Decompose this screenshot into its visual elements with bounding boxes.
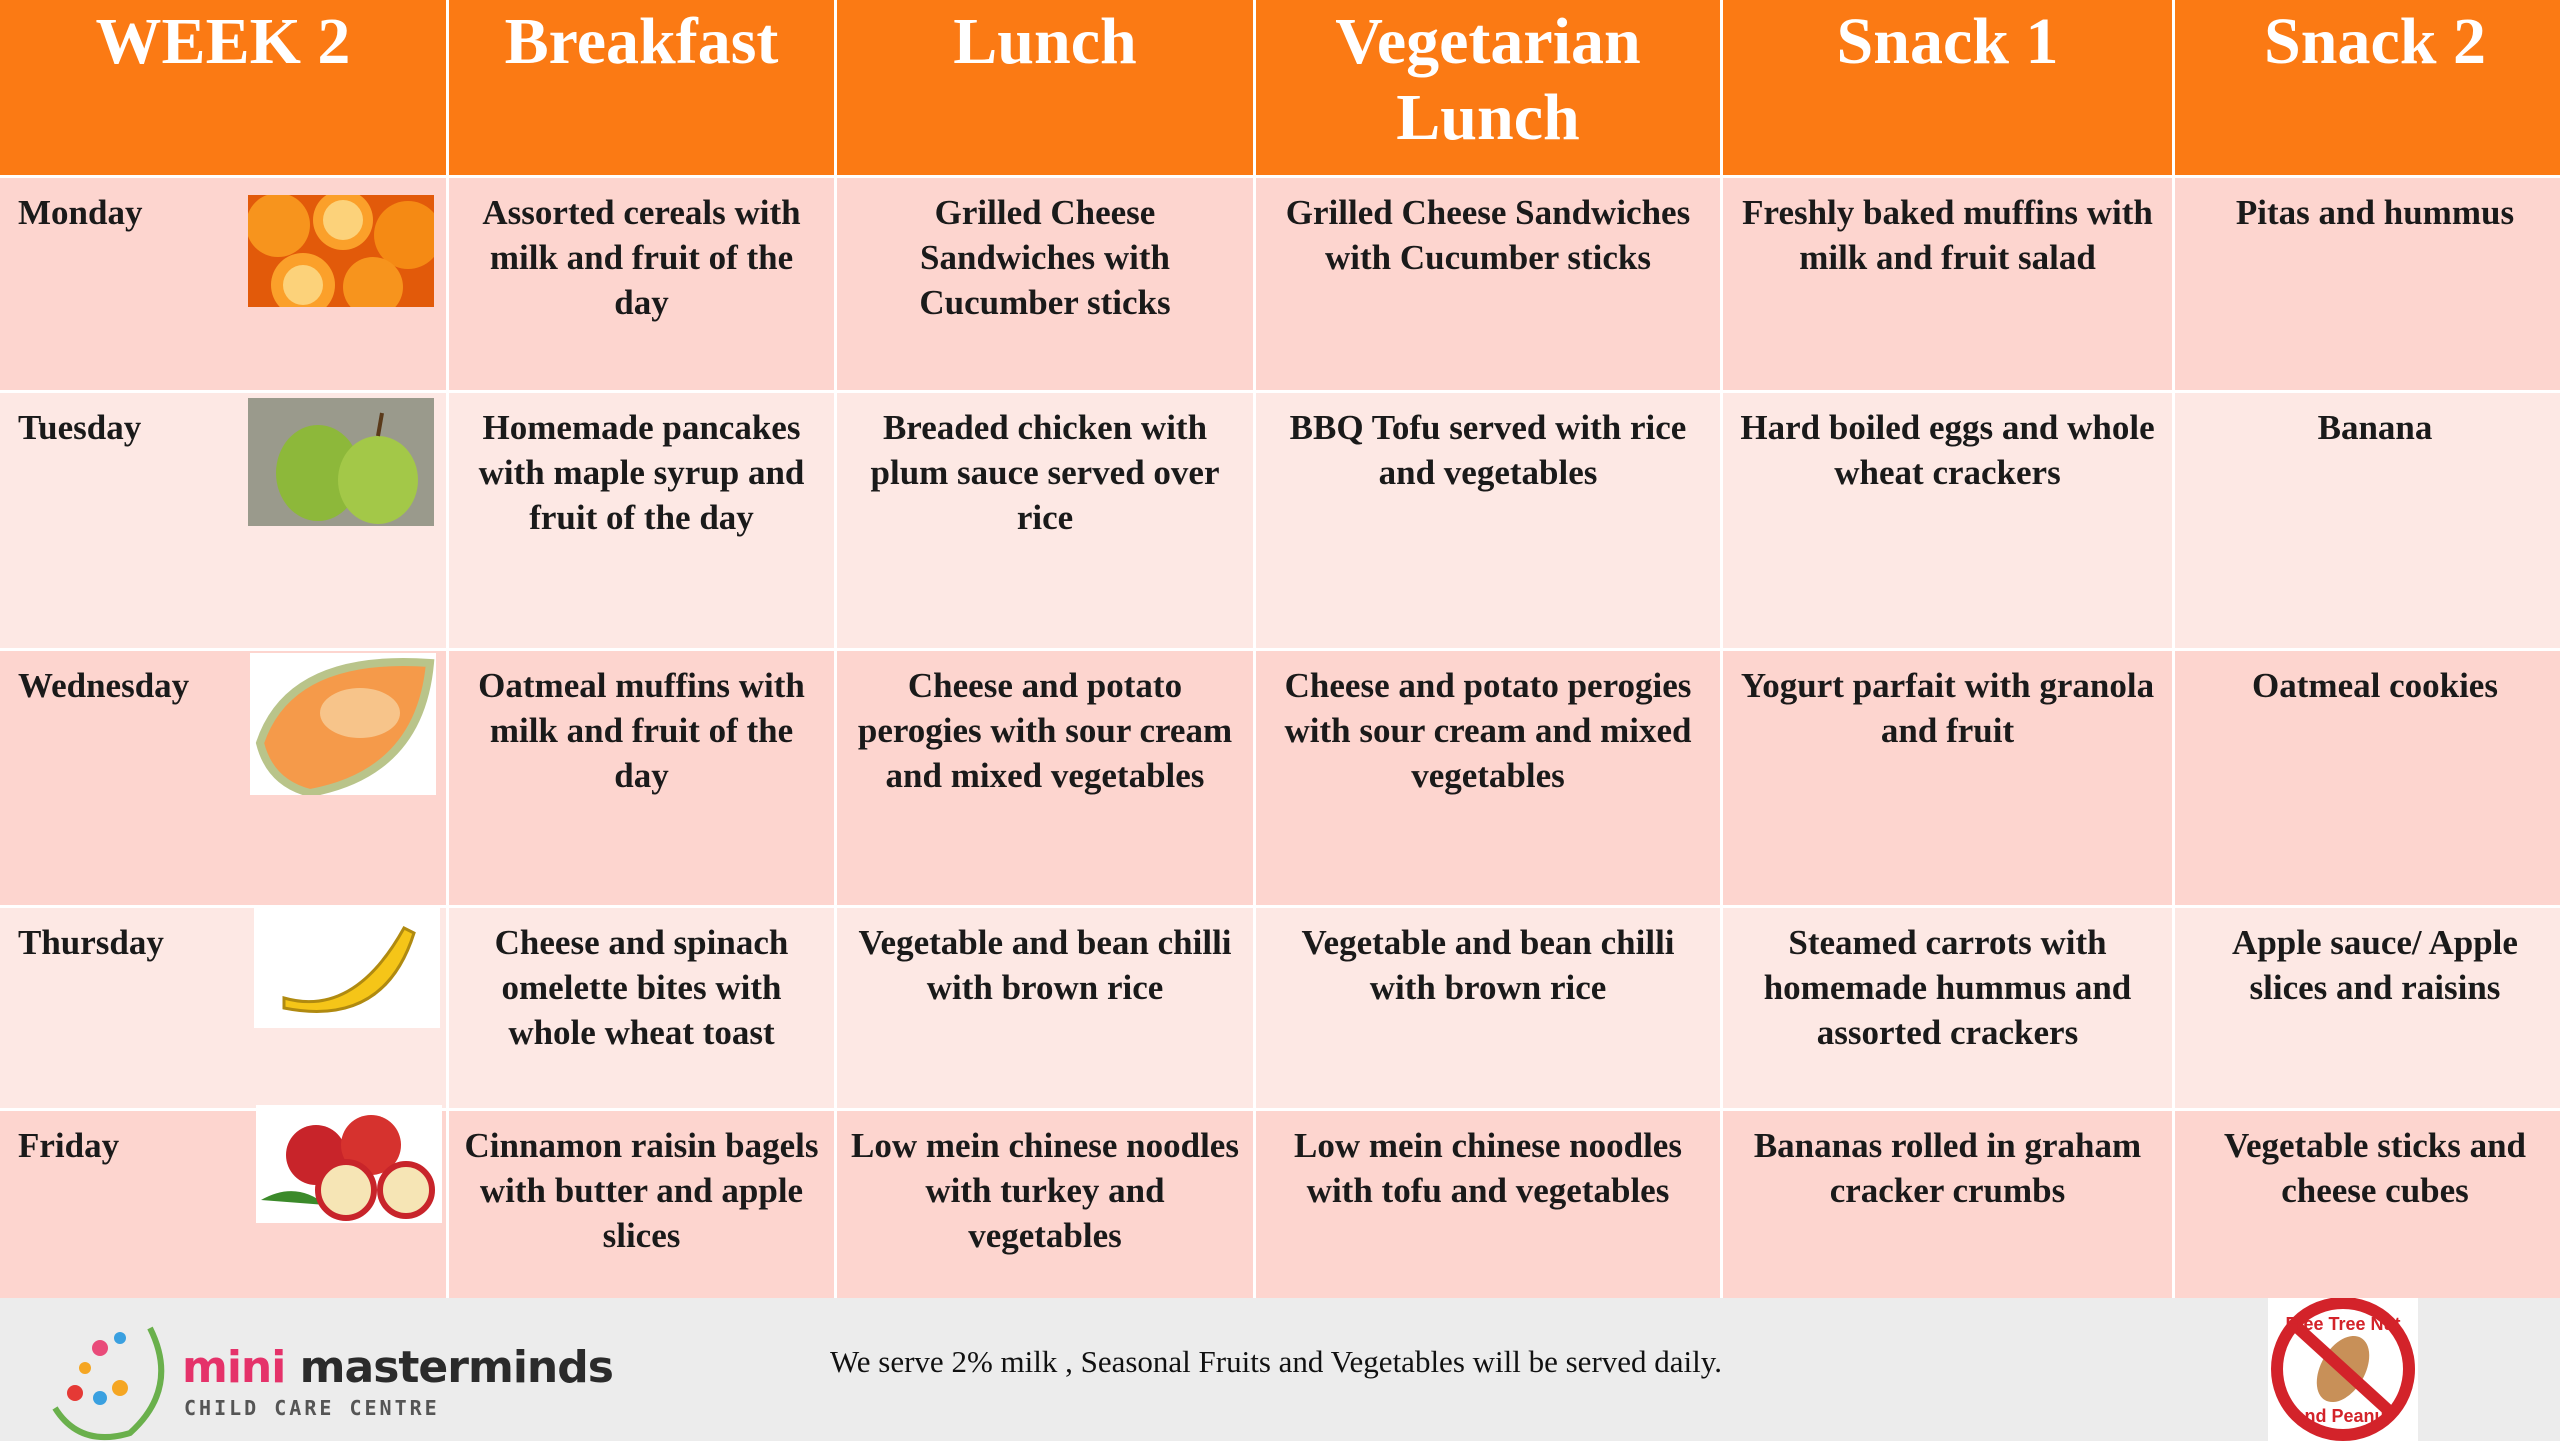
menu-cell: Pitas and hummus (2175, 178, 2560, 390)
menu-cell: Bananas rolled in graham cracker crumbs (1723, 1111, 2172, 1313)
menu-cell: BBQ Tofu served with rice and vegetables (1256, 393, 1720, 648)
menu-cell: Vegetable and bean chilli with brown ric… (837, 908, 1253, 1108)
menu-cell: Grilled Cheese Sandwiches with Cucumber … (837, 178, 1253, 390)
menu-cell: Vegetable sticks and cheese cubes (2175, 1111, 2560, 1313)
logo-name: masterminds (299, 1342, 614, 1393)
apples-image (256, 1105, 442, 1223)
footer-note: We serve 2% milk , Seasonal Fruits and V… (830, 1344, 1722, 1379)
menu-cell: Vegetable and bean chilli with brown ric… (1256, 908, 1720, 1108)
column-header: Breakfast (449, 0, 834, 175)
menu-cell: Banana (2175, 393, 2560, 648)
menu-cell: Assorted cereals with milk and fruit of … (449, 178, 834, 390)
nut-free-badge: Free Tree Nut and Peanut (2268, 1298, 2418, 1441)
footer: mini masterminds CHILD CARE CENTRE We se… (0, 1298, 2560, 1441)
menu-cell: Yogurt parfait with granola and fruit (1723, 651, 2172, 905)
oranges-image (248, 195, 434, 307)
menu-cell: Grilled Cheese Sandwiches with Cucumber … (1256, 178, 1720, 390)
menu-cell: Cheese and potato perogies with sour cre… (837, 651, 1253, 905)
menu-cell: Cheese and potato perogies with sour cre… (1256, 651, 1720, 905)
column-header: Snack 1 (1723, 0, 2172, 175)
logo-mini: mini (182, 1342, 286, 1393)
column-header: Lunch (837, 0, 1253, 175)
menu-cell: Freshly baked muffins with milk and frui… (1723, 178, 2172, 390)
column-header: Vegetarian Lunch (1256, 0, 1720, 175)
menu-cell: Low mein chinese noodles with tofu and v… (1256, 1111, 1720, 1313)
menu-cell: Homemade pancakes with maple syrup and f… (449, 393, 834, 648)
menu-cell: Cheese and spinach omelette bites with w… (449, 908, 834, 1108)
menu-cell: Apple sauce/ Apple slices and raisins (2175, 908, 2560, 1108)
column-header: WEEK 2 (0, 0, 446, 175)
menu-cell: Oatmeal cookies (2175, 651, 2560, 905)
menu-cell: Hard boiled eggs and whole wheat cracker… (1723, 393, 2172, 648)
badge-top: Free Tree Nut (2285, 1314, 2400, 1334)
logo-text: mini masterminds (182, 1342, 614, 1393)
logo-icon (52, 1326, 165, 1441)
column-header: Snack 2 (2175, 0, 2560, 175)
melon-image (250, 653, 436, 795)
pears-image (248, 398, 434, 526)
menu-cell: Low mein chinese noodles with turkey and… (837, 1111, 1253, 1313)
menu-cell: Oatmeal muffins with milk and fruit of t… (449, 651, 834, 905)
logo-subtitle: CHILD CARE CENTRE (184, 1396, 440, 1420)
menu-cell: Steamed carrots with homemade hummus and… (1723, 908, 2172, 1108)
badge-bottom: and Peanut (2294, 1406, 2391, 1426)
menu-cell: Breaded chicken with plum sauce served o… (837, 393, 1253, 648)
menu-cell: Cinnamon raisin bagels with butter and a… (449, 1111, 834, 1313)
menu-table: WEEK 2 Breakfast Lunch Vegetarian Lunch Snac… (0, 0, 2560, 1313)
banana-image (254, 908, 440, 1028)
